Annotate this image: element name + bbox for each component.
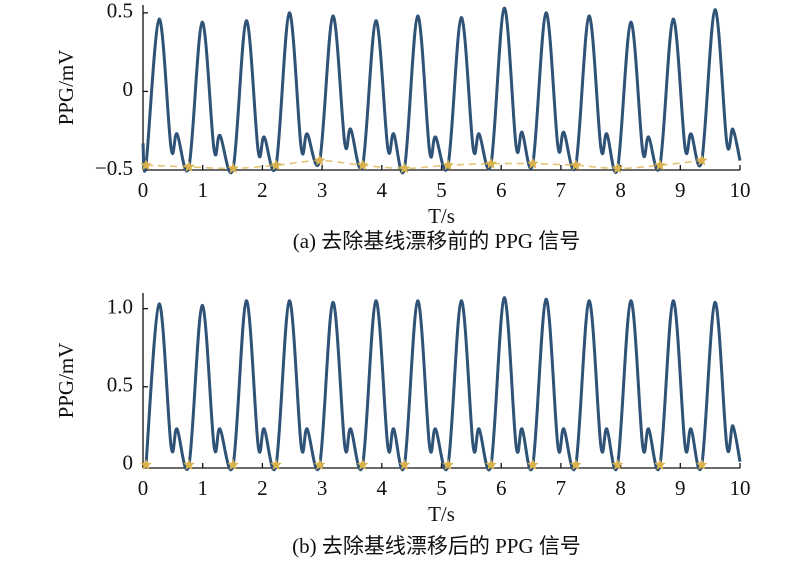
x-tick-label: 9 [675, 178, 686, 202]
star-marker [570, 159, 582, 171]
x-tick-label: 1 [197, 178, 208, 202]
series-line [141, 6, 742, 175]
caption: (a) 去除基线漂移前的 PPG 信号 [293, 229, 581, 253]
y-tick-label: 0 [123, 451, 134, 475]
x-tick-label: 7 [556, 476, 567, 500]
star-marker [270, 458, 282, 470]
star-marker [654, 159, 666, 171]
x-tick-label: 10 [730, 476, 751, 500]
star-marker [314, 154, 326, 166]
star-marker [314, 458, 326, 470]
star-marker [485, 458, 497, 470]
star-marker [485, 157, 497, 169]
y-tick-label: 0.5 [107, 0, 133, 23]
star-marker [356, 159, 369, 171]
star-marker [398, 162, 411, 174]
x-tick-label: 6 [496, 476, 507, 500]
star-marker [527, 157, 539, 169]
caption: (b) 去除基线漂移后的 PPG 信号 [292, 534, 581, 558]
star-marker [570, 458, 582, 470]
x-tick-label: 5 [436, 178, 447, 202]
x-axis-label: T/s [428, 502, 455, 526]
x-tick-label: 1 [197, 476, 208, 500]
star-marker [227, 458, 239, 470]
star-marker [227, 162, 239, 174]
x-tick-label: 0 [138, 476, 149, 500]
star-marker [140, 159, 152, 171]
y-axis-label: PPG/mV [54, 50, 78, 126]
x-tick-label: 4 [377, 476, 388, 500]
x-tick-label: 7 [556, 178, 567, 202]
x-tick-label: 8 [615, 476, 626, 500]
x-tick-label: 5 [436, 476, 447, 500]
x-tick-label: 9 [675, 476, 686, 500]
y-axis-label: PPG/mV [54, 343, 78, 419]
star-marker [527, 458, 539, 470]
star-marker [183, 458, 195, 470]
star-marker [183, 160, 195, 172]
x-tick-label: 10 [730, 178, 751, 202]
x-tick-label: 4 [377, 178, 388, 202]
x-tick-label: 3 [317, 476, 328, 500]
x-tick-label: 6 [496, 178, 507, 202]
star-marker [654, 458, 666, 470]
plot: 0 0.5 1.0 0 1 2 3 4 5 6 7 8 9 10 T/s PPG/mV (b) 去除基线漂移后的… [54, 293, 751, 558]
y-tick-label: 0.5 [107, 373, 133, 397]
star-marker [696, 154, 708, 166]
series-line [144, 296, 742, 472]
x-tick-label: 0 [138, 178, 149, 202]
star-marker [696, 458, 708, 470]
star-marker [398, 458, 411, 470]
y-tick-label: 1.0 [107, 294, 133, 318]
x-axis-label: T/s [428, 204, 455, 228]
x-tick-label: 8 [615, 178, 626, 202]
x-tick-label: 3 [317, 178, 328, 202]
star-marker [442, 159, 454, 171]
y-tick-label: 0 [123, 77, 134, 101]
star-marker [442, 458, 454, 470]
star-marker [611, 458, 624, 470]
star-marker [611, 162, 624, 174]
y-tick-label: −0.5 [95, 156, 133, 180]
star-marker [356, 458, 369, 470]
star-marker [270, 159, 282, 171]
x-tick-label: 2 [257, 476, 268, 500]
star-marker [140, 458, 152, 470]
x-tick-label: 2 [257, 178, 268, 202]
